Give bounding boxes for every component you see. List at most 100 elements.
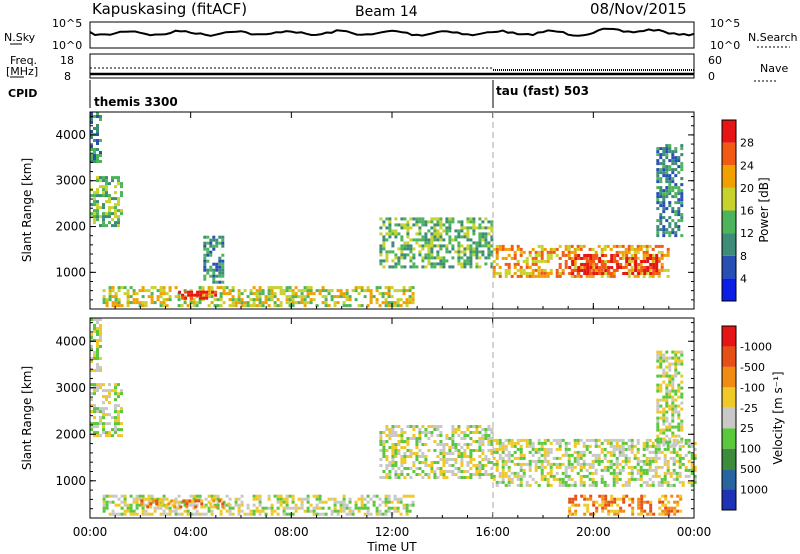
echo-cell [622,497,626,501]
echo-cell [676,494,680,498]
echo-cell [258,497,262,501]
echo-cell [198,497,202,501]
echo-cell [388,235,392,239]
echo-cell [591,462,595,466]
echo-cell [478,467,482,470]
echo-cell [662,368,666,372]
echo-cell [549,471,553,475]
echo-cell [597,456,601,460]
echo-cell [639,483,643,487]
echo-cell [219,509,223,513]
echo-cell [430,467,434,470]
echo-cell [564,468,568,472]
echo-cell [203,247,207,251]
echo-cell [628,503,632,507]
echo-cell [90,383,93,387]
echo-cell [684,453,688,457]
echo-cell [579,474,583,478]
echo-cell [150,497,154,501]
echo-cell [649,500,653,504]
echo-cell [601,509,605,513]
echo-cell [385,253,389,257]
echo-cell [105,407,108,411]
echo-cell [481,464,485,467]
echo-cell [592,269,596,272]
echo-cell [466,226,470,230]
echo-cell [574,257,578,260]
echo-cell [648,450,652,454]
echo-cell [114,419,117,423]
echo-cell [656,162,660,166]
echo-cell [427,250,431,254]
echo-cell [309,503,313,507]
echo-cell [123,512,127,516]
echo-cell [117,383,120,387]
echo-cell [315,497,319,501]
echo-cell [209,238,213,242]
echo-cell [543,465,547,469]
echo-cell [393,506,397,510]
echo-cell [397,434,401,437]
echo-cell [430,238,434,242]
echo-cell [409,217,413,221]
echo-cell [218,235,222,239]
echo-cell [612,453,616,457]
echo-cell [111,500,115,504]
echo-cell [433,235,437,239]
echo-cell [588,438,592,442]
echo-cell [415,440,419,443]
x-tick-label: 16:00 [475,525,510,539]
echo-cell [677,165,681,169]
echo-cell [421,476,425,479]
echo-cell [594,250,598,254]
echo-cell [102,389,105,393]
echo-cell [90,154,93,157]
echo-cell [366,289,370,293]
echo-cell [664,506,668,510]
echo-cell [445,434,449,437]
echo-cell [487,449,491,452]
echo-cell [177,512,181,516]
echo-cell [391,241,395,245]
echo-cell [674,174,678,178]
echo-cell [300,301,304,305]
echo-cell [457,434,461,437]
echo-cell [671,210,675,214]
echo-cell [209,241,213,245]
echo-cell [415,217,419,221]
echo-cell [165,292,169,296]
echo-cell [661,500,665,504]
echo-cell [108,295,112,299]
echo-cell [448,217,452,221]
cpid-first-program: themis 3300 [94,95,178,109]
echo-cell [671,362,675,366]
echo-cell [657,250,661,254]
echo-cell [276,304,280,308]
echo-cell [607,266,611,269]
echo-cell [574,497,578,501]
echo-cell [507,468,511,472]
echo-cell [613,497,617,501]
echo-cell [630,268,634,272]
echo-cell [111,218,114,222]
echo-cell [168,295,172,299]
echo-cell [255,289,259,293]
echo-cell [111,434,114,438]
echo-cell [96,124,99,127]
echo-cell [439,425,443,428]
echo-cell [93,115,96,118]
echo-cell [117,221,120,225]
echo-cell [99,194,102,198]
echo-cell [141,494,145,498]
echo-cell [105,434,108,438]
echo-cell [677,356,681,360]
echo-cell [567,453,571,457]
echo-cell [654,465,658,469]
echo-cell [390,286,394,290]
echo-cell [93,209,96,213]
echo-cell [671,177,675,181]
echo-cell [150,298,154,302]
echo-cell [460,226,464,230]
echo-cell [400,253,404,257]
echo-cell [457,229,461,233]
